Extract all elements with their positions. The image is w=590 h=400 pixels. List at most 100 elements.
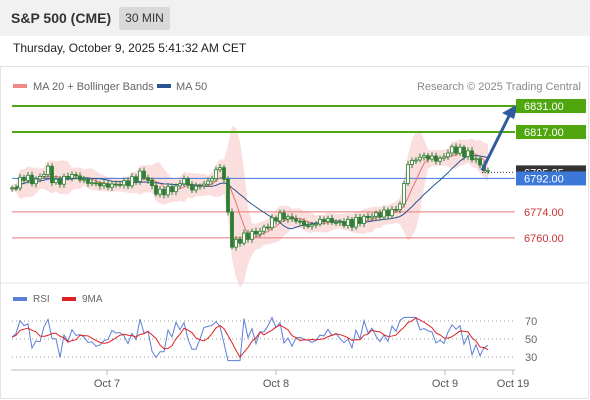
candle xyxy=(58,178,62,185)
rsi-ma-line xyxy=(11,317,489,359)
candle xyxy=(174,185,178,193)
candle xyxy=(150,179,154,186)
candle xyxy=(282,212,286,220)
resistance-label-box xyxy=(516,99,586,113)
candle xyxy=(54,178,58,184)
candle xyxy=(430,155,434,160)
candle xyxy=(438,157,442,162)
candle xyxy=(106,183,110,188)
candle xyxy=(158,188,162,195)
candle xyxy=(86,178,90,184)
candle xyxy=(434,155,438,162)
candle xyxy=(354,217,358,228)
rsi-line xyxy=(11,316,489,362)
rsi-tick-label: 30 xyxy=(525,352,537,364)
candle xyxy=(458,146,462,154)
legend-label-rsi-ma: 9MA xyxy=(82,294,103,305)
candle xyxy=(114,183,118,186)
candle xyxy=(186,178,190,186)
forecast-arrow-head xyxy=(502,104,518,119)
candle xyxy=(26,174,30,181)
candle xyxy=(390,209,394,217)
candle xyxy=(238,238,242,244)
candle xyxy=(270,217,274,228)
candle xyxy=(182,178,186,185)
datetime-label: Thursday, October 9, 2025 5:41:32 AM CET xyxy=(13,41,247,55)
candle xyxy=(406,164,410,184)
candle xyxy=(262,226,266,232)
candle xyxy=(338,221,342,224)
candle xyxy=(22,176,26,181)
candle xyxy=(138,170,142,182)
candle xyxy=(14,187,18,190)
legend-swatch-ma20 xyxy=(13,84,27,88)
x-tick-label: Oct 19 xyxy=(497,378,529,390)
candle xyxy=(170,186,174,193)
ma20-line xyxy=(11,150,489,240)
legend-swatch-ma50 xyxy=(157,84,171,88)
candle xyxy=(266,226,270,229)
candle xyxy=(258,230,262,235)
candle xyxy=(146,177,150,181)
candle xyxy=(462,146,466,158)
candle xyxy=(478,158,482,166)
candle xyxy=(310,224,314,227)
legend-label-rsi: RSI xyxy=(33,294,50,305)
candle xyxy=(278,212,282,222)
candle xyxy=(202,183,206,187)
candle xyxy=(122,180,126,186)
candle xyxy=(142,170,146,179)
candle xyxy=(274,217,278,222)
candle xyxy=(126,180,130,187)
candle xyxy=(298,220,302,223)
candle xyxy=(118,184,122,186)
candle xyxy=(450,146,454,154)
resistance-label: 6831.00 xyxy=(524,101,564,113)
candle xyxy=(346,219,350,226)
candle xyxy=(414,159,418,162)
candle xyxy=(350,219,354,228)
ma50-line xyxy=(11,155,489,230)
candle xyxy=(242,232,246,244)
candle xyxy=(334,222,338,224)
candle xyxy=(290,216,294,220)
candle xyxy=(226,178,230,213)
candle xyxy=(474,158,478,161)
timeframe-button[interactable]: 30 MIN xyxy=(119,7,170,30)
candle xyxy=(286,216,290,220)
symbol-title: S&P 500 (CME) xyxy=(11,10,112,26)
candle xyxy=(250,230,254,240)
candle xyxy=(66,175,70,179)
resistance-label: 6817.00 xyxy=(524,127,564,139)
candle xyxy=(306,225,310,228)
candle xyxy=(470,150,474,161)
support-label: 6760.00 xyxy=(524,233,564,245)
candle xyxy=(230,211,234,248)
rsi-tick-label: 70 xyxy=(525,316,537,328)
candle xyxy=(342,221,346,226)
candle xyxy=(90,182,94,185)
candle xyxy=(34,178,38,185)
bollinger-band xyxy=(12,125,488,288)
candle xyxy=(50,165,54,184)
candle xyxy=(222,167,226,180)
candle xyxy=(82,178,86,181)
x-tick-label: Oct 8 xyxy=(263,378,289,390)
legend-swatch-rsi xyxy=(13,297,27,301)
candle xyxy=(486,170,490,172)
candle xyxy=(62,175,66,185)
candle xyxy=(362,215,366,224)
candle xyxy=(234,238,238,248)
candle xyxy=(178,183,182,187)
legend-swatch-rsi-ma xyxy=(62,297,76,301)
candle xyxy=(254,230,258,235)
candle xyxy=(366,215,370,219)
candle xyxy=(194,185,198,191)
candle xyxy=(218,167,222,171)
candle xyxy=(98,182,102,187)
resistance-label-box xyxy=(516,125,586,139)
candle xyxy=(294,218,298,222)
candle xyxy=(134,176,138,182)
candle xyxy=(210,178,214,182)
